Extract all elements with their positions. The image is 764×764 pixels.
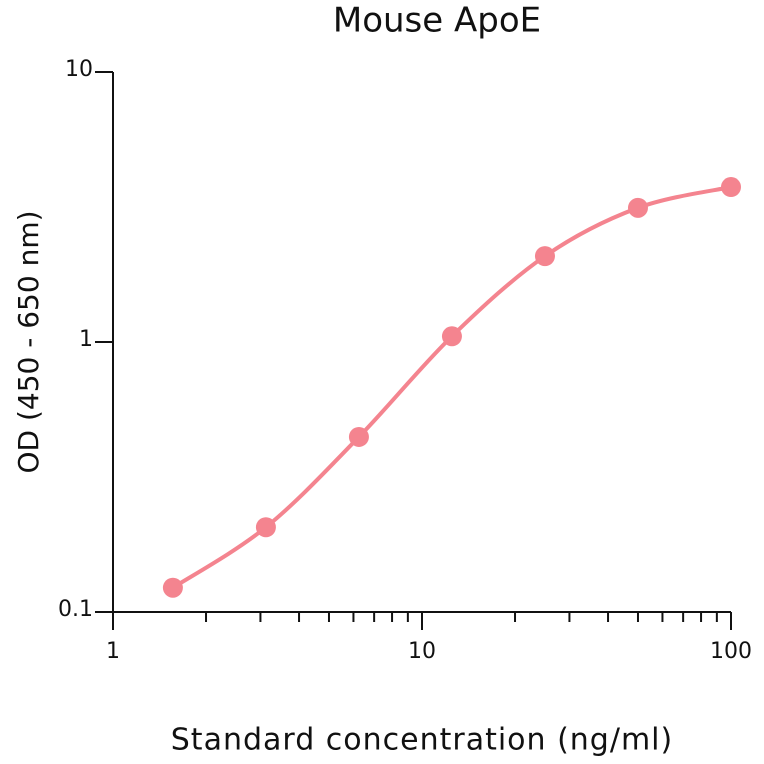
data-point [162, 577, 183, 598]
y-tick-label: 1 [79, 327, 93, 352]
data-point [348, 426, 369, 447]
x-tick-label: 100 [710, 639, 752, 664]
y-axis-label: OD (450 - 650 nm) [12, 210, 45, 473]
y-tick-label: 10 [65, 57, 93, 82]
data-point [627, 197, 648, 218]
x-tick-label: 10 [408, 639, 436, 664]
chart-title: Mouse ApoE [333, 1, 541, 41]
x-tick-label: 1 [106, 639, 120, 664]
y-tick-label: 0.1 [58, 597, 93, 622]
x-axis-label: Standard concentration (ng/ml) [171, 723, 673, 758]
data-point [255, 517, 276, 538]
data-point [721, 177, 741, 198]
data-point [534, 246, 555, 267]
data-point [441, 326, 462, 347]
